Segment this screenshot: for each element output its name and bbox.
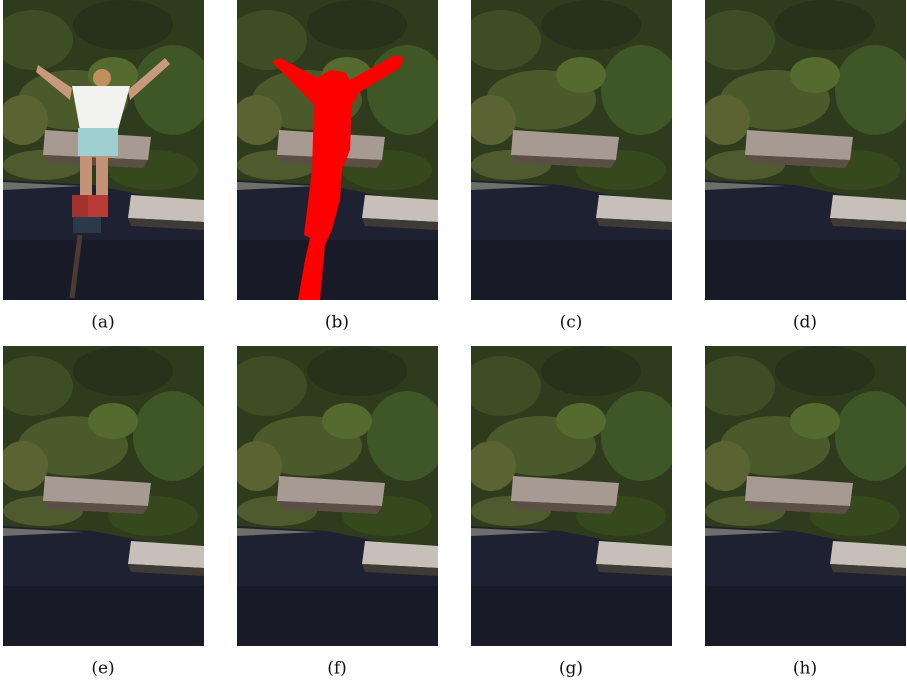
panel-caption: (b) bbox=[325, 313, 349, 333]
panels bbox=[0, 0, 907, 646]
figure: (a) (b) (c) (d) (e) (f) (g) (h) bbox=[0, 0, 907, 686]
panel-caption: (a) bbox=[91, 313, 114, 333]
panel-caption: (e) bbox=[91, 659, 114, 679]
panel-caption: (d) bbox=[793, 313, 817, 333]
panel-image bbox=[227, 346, 447, 646]
panel-caption: (g) bbox=[559, 659, 583, 679]
panel-caption: (f) bbox=[327, 659, 347, 679]
panel-caption: (h) bbox=[793, 659, 817, 679]
panel-image bbox=[461, 0, 681, 300]
panel-caption: (c) bbox=[560, 313, 583, 333]
panel-image bbox=[461, 346, 681, 646]
panel-image bbox=[0, 346, 213, 646]
panel-image bbox=[695, 0, 907, 300]
panel-image bbox=[695, 346, 907, 646]
